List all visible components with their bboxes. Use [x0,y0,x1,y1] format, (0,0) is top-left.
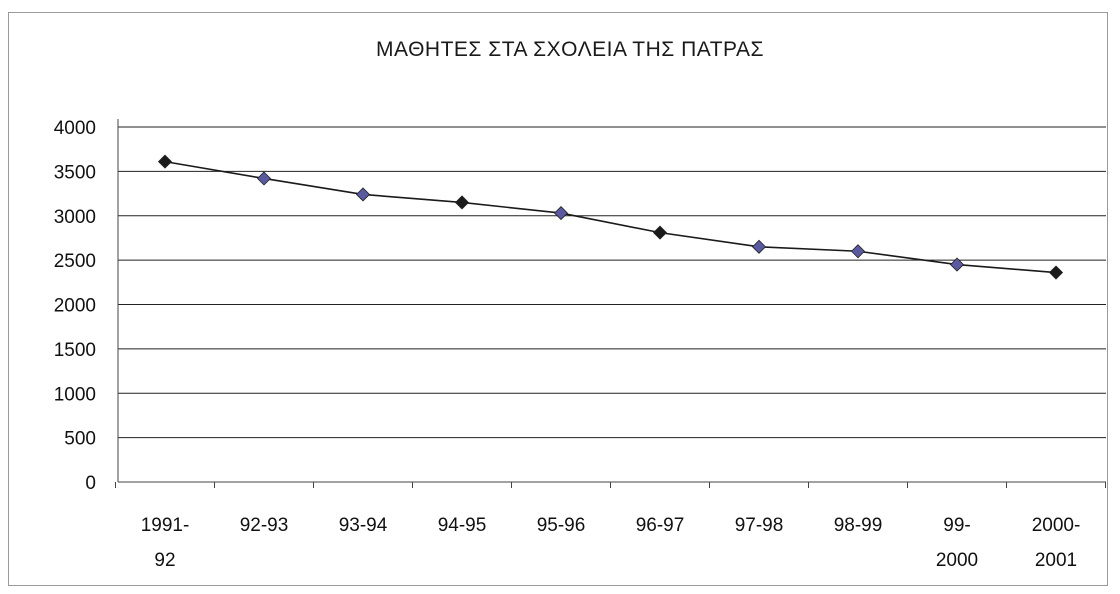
x-tick-label-3-line-0: 94-95 [438,515,487,536]
y-tick-label-1500: 1500 [54,340,96,361]
x-tick-label-9-line-0: 2000- [1032,515,1081,536]
x-tick-label-8-line-1: 2000 [936,550,978,571]
x-tick-label-5-line-0: 96-97 [636,515,685,536]
y-tick-label-1000: 1000 [54,384,96,405]
x-tick-label-8-line-0: 99- [943,515,970,536]
y-tick-label-3500: 3500 [54,162,96,183]
data-point-7 [850,244,866,259]
data-point-1 [256,171,272,186]
data-point-6 [751,239,767,254]
x-tick-label-1-line-0: 92-93 [240,515,289,536]
x-tick-label-0-line-1: 92 [154,550,175,571]
x-tick-label-7-line-0: 98-99 [834,515,883,536]
data-point-0 [157,154,173,169]
series-line-0 [164,160,1057,274]
x-tick-label-2-line-0: 93-94 [339,515,388,536]
x-tick-label-0-line-0: 1991- [141,515,190,536]
y-tick-label-4000: 4000 [54,118,96,139]
y-tick-label-2000: 2000 [54,296,96,317]
x-tick-label-6-line-0: 97-98 [735,515,784,536]
data-point-9 [1048,265,1064,280]
series [157,154,1064,280]
chart-frame [8,12,1108,586]
x-tick-labels: 1991- 92 92-93 93-94 94-95 95-96 96-97 97-98 98-… [141,515,1081,571]
gridlines [118,126,1106,439]
x-tick-label-9-line-1: 2001 [1035,550,1077,571]
data-point-4 [553,206,569,221]
axes [115,119,1106,488]
y-tick-label-2500: 2500 [54,251,96,272]
y-tick-label-3000: 3000 [54,207,96,228]
x-tick-label-4-line-0: 95-96 [537,515,586,536]
y-tick-label-500: 500 [64,429,96,450]
data-point-5 [652,225,668,240]
y-tick-label-0: 0 [85,473,96,494]
data-point-3 [454,195,470,210]
data-point-8 [949,257,965,272]
data-point-2 [355,187,371,202]
y-tick-labels: 0 500 1000 1500 2000 2500 3000 3500 4000 [54,118,96,494]
chart-title: ΜΑΘΗΤΕΣ ΣΤΑ ΣΧΟΛΕΙΑ ΤΗΣ ΠΑΤΡΑΣ [376,38,764,61]
